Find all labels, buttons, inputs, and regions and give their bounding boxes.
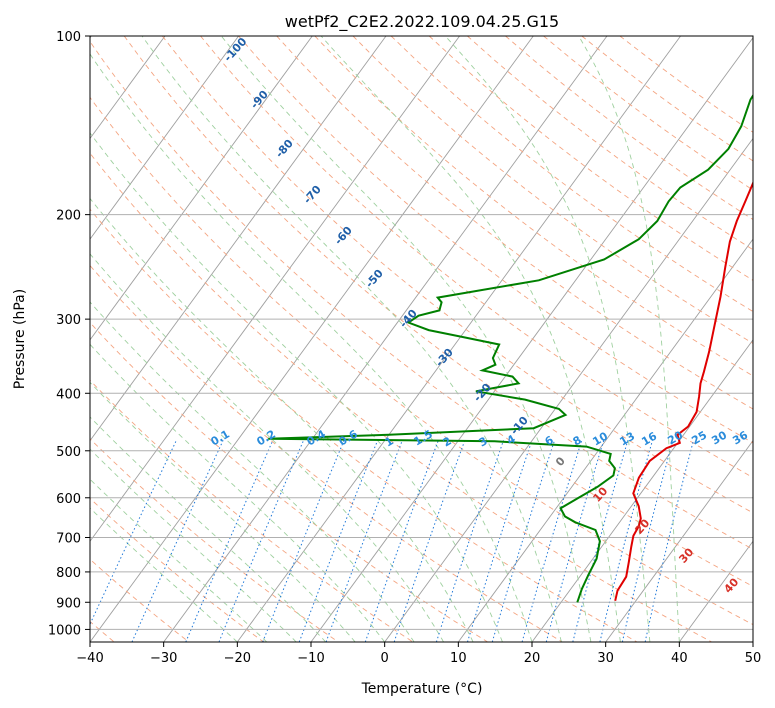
moist-adiabat-line [320, 36, 621, 642]
y-tick-label: 500 [56, 445, 81, 460]
y-tick-label: 900 [56, 596, 81, 611]
moist-adiabat-line [444, 36, 651, 642]
dry-adiabat-line [90, 438, 339, 642]
isotherm-line [90, 36, 166, 140]
x-axis-label: Temperature (°C) [361, 681, 483, 697]
y-tick-label: 400 [56, 387, 81, 402]
mixing-ratio-line [467, 440, 533, 642]
isotherm-line [163, 36, 608, 642]
profile-series [268, 93, 753, 603]
moist-adiabat-line [90, 301, 415, 642]
mixing-ratio-line [644, 440, 694, 642]
y-axis: 100 200 300 400 500 600 700 800 900 1000 [48, 30, 90, 638]
y-tick-label: 600 [56, 492, 81, 507]
mixing-ratio-line [218, 440, 305, 642]
isotherm-line [384, 137, 753, 642]
y-tick-label: 100 [56, 30, 81, 45]
dry-adiabat-line [90, 40, 753, 587]
x-tick-label: −10 [297, 651, 324, 666]
x-tick-label: −20 [224, 651, 251, 666]
dry-adiabat-line [276, 36, 753, 410]
isotherm-line [90, 36, 239, 240]
dry-adiabat-line [90, 321, 488, 642]
dewpoint-line [268, 93, 753, 603]
x-tick-label: 0 [381, 651, 389, 666]
moist-adiabat-line [90, 507, 238, 642]
dry-adiabat-line [314, 36, 753, 377]
moist-adiabat-line [90, 132, 503, 642]
y-tick-label: 1000 [48, 623, 81, 638]
x-tick-label: 50 [745, 651, 762, 666]
moist-adiabat-line [90, 343, 386, 642]
isotherm-line [90, 36, 313, 341]
temperature-line [614, 180, 753, 602]
moist-adiabat-line [578, 36, 680, 642]
plot-frame [89, 35, 754, 643]
isotherm-line [90, 36, 387, 442]
dry-adiabat-line [90, 264, 563, 642]
dry-adiabat-line [390, 36, 753, 313]
y-axis-label: Pressure (hPa) [12, 289, 28, 389]
y-tick-label: 200 [56, 209, 81, 224]
dry-adiabat-line [238, 36, 753, 444]
x-tick-label: −30 [150, 651, 177, 666]
mixing-ratio-line [572, 440, 629, 642]
dry-adiabat-line [123, 36, 753, 550]
mixing-ratio-line [131, 440, 224, 642]
isotherm-line [531, 339, 753, 642]
y-tick-label: 800 [56, 566, 81, 581]
x-tick-label: 10 [450, 651, 467, 666]
dry-adiabat-line [90, 208, 638, 642]
isotherm-line [457, 238, 753, 642]
mixing-ratio-line [491, 440, 556, 642]
y-tick-label: 300 [56, 313, 81, 328]
mixing-ratio-line [621, 440, 674, 642]
dry-adiabat-line [200, 36, 753, 479]
moist-adiabat-line [90, 381, 356, 642]
isotherm-line [90, 36, 534, 642]
x-tick-label: 40 [671, 651, 688, 666]
dry-adiabat-line [352, 36, 753, 344]
x-tick-label: −40 [76, 651, 103, 666]
dry-adiabat-line [90, 96, 753, 626]
dry-adiabat-line [161, 36, 753, 514]
isotherm-line [605, 439, 753, 642]
moist-adiabat-line [90, 197, 474, 642]
dry-adiabat-line [90, 379, 414, 642]
x-tick-label: 30 [597, 651, 614, 666]
mixing-ratio-line [521, 440, 583, 642]
moist-adiabat-line [90, 253, 444, 642]
x-axis: −40 −30 −20 −10 0 10 20 30 40 50 [76, 642, 761, 666]
mixing-ratio-line [364, 440, 439, 642]
mixing-ratio-line [185, 440, 274, 642]
moist-adiabat-line [90, 53, 533, 642]
moist-adiabat-line [90, 478, 268, 642]
chart-title: wetPf2_C2E2.2022.109.04.25.G15 [285, 12, 559, 32]
mixing-ratio-line [545, 440, 605, 642]
y-tick-label: 700 [56, 532, 81, 547]
x-tick-label: 20 [524, 651, 541, 666]
mixing-ratio-line [599, 440, 653, 642]
mixing-ratio-line [393, 440, 466, 642]
isotherm-line [236, 36, 681, 642]
moist-adiabat-line [141, 36, 562, 642]
dry-adiabat-line [90, 558, 190, 642]
